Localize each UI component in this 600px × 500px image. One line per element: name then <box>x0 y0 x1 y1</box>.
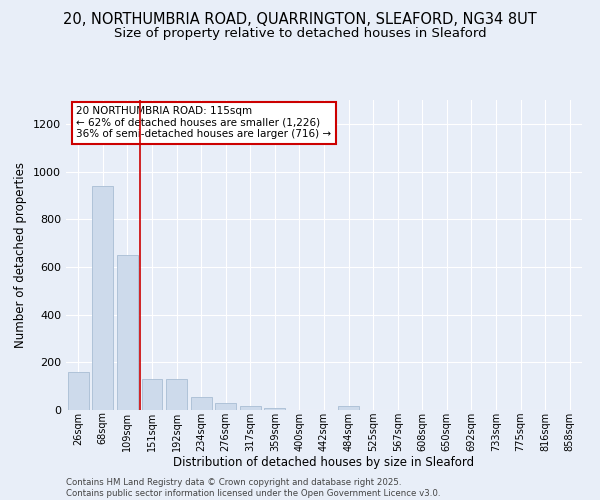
Bar <box>92 186 113 410</box>
Text: Contains HM Land Registry data © Crown copyright and database right 2025.
Contai: Contains HM Land Registry data © Crown c… <box>66 478 440 498</box>
Bar <box>215 403 236 410</box>
Bar <box>191 397 212 410</box>
Bar <box>142 379 163 410</box>
Bar <box>166 379 187 410</box>
Text: Size of property relative to detached houses in Sleaford: Size of property relative to detached ho… <box>113 28 487 40</box>
Bar <box>265 408 286 410</box>
Bar <box>240 406 261 410</box>
Y-axis label: Number of detached properties: Number of detached properties <box>14 162 28 348</box>
Bar <box>68 372 89 410</box>
Bar <box>338 406 359 410</box>
Bar <box>117 255 138 410</box>
X-axis label: Distribution of detached houses by size in Sleaford: Distribution of detached houses by size … <box>173 456 475 469</box>
Text: 20 NORTHUMBRIA ROAD: 115sqm
← 62% of detached houses are smaller (1,226)
36% of : 20 NORTHUMBRIA ROAD: 115sqm ← 62% of det… <box>76 106 331 140</box>
Text: 20, NORTHUMBRIA ROAD, QUARRINGTON, SLEAFORD, NG34 8UT: 20, NORTHUMBRIA ROAD, QUARRINGTON, SLEAF… <box>63 12 537 28</box>
